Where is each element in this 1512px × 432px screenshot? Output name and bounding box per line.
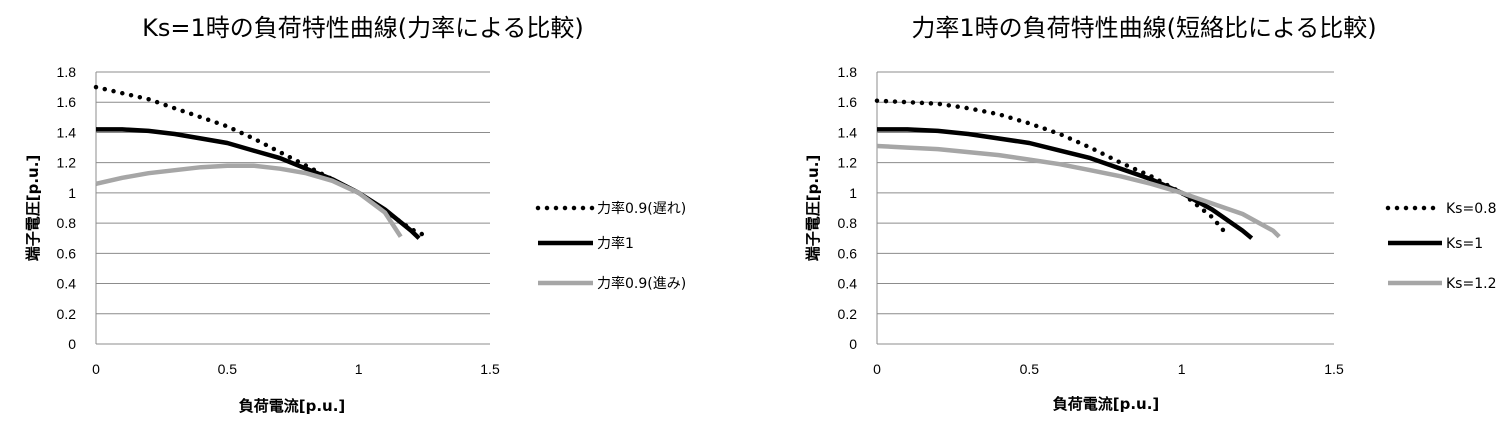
x-tick-label: 0.5 — [1020, 361, 1040, 377]
chart-short-circuit-ratio-comparison: 力率1時の負荷特性曲線(短絡比による比較) 負荷電流[p.u.] 端子電圧[p.… — [756, 0, 1512, 432]
series-line-3 — [876, 143, 1281, 239]
y-axis-label: 端子電圧[p.u.] — [24, 155, 42, 262]
x-tick-label: 0.5 — [218, 361, 238, 377]
y-tick-label: 1.6 — [838, 94, 858, 110]
series-line-3 — [95, 163, 403, 238]
y-axis-label: 端子電圧[p.u.] — [804, 155, 822, 262]
chart-power-factor-comparison: Ks=1時の負荷特性曲線(力率による比較) 負荷電流[p.u.] 端子電圧[p.… — [24, 14, 686, 415]
x-axis-label: 負荷電流[p.u.] — [239, 397, 346, 415]
y-tick-label: 1.6 — [57, 94, 77, 110]
x-tick-label: 0 — [873, 361, 881, 377]
chart-svg-left: Ks=1時の負荷特性曲線(力率による比較) 負荷電流[p.u.] 端子電圧[p.… — [24, 14, 686, 415]
y-tick-label: 1.8 — [838, 64, 858, 80]
y-tick-label: 1.8 — [57, 64, 77, 80]
y-tick-label: 0.4 — [838, 276, 858, 292]
x-tick-label: 1 — [355, 361, 363, 377]
y-tick-label: 1.4 — [838, 124, 858, 140]
series-line-1 — [93, 84, 427, 238]
series-line-1 — [874, 98, 1230, 238]
y-tick-label: 0.4 — [57, 276, 77, 292]
legend-label-3: Ks=1.2 — [1446, 276, 1496, 292]
x-tick-label: 1.5 — [480, 361, 500, 377]
y-tick-label: 0.2 — [838, 306, 858, 322]
y-tick-label: 1 — [68, 185, 76, 201]
y-tick-label: 0.8 — [838, 215, 858, 231]
legend-label-1: Ks=0.8 — [1446, 201, 1496, 217]
chart-title: Ks=1時の負荷特性曲線(力率による比較) — [142, 14, 584, 42]
y-tick-label: 1.2 — [57, 155, 77, 171]
x-axis-label: 負荷電流[p.u.] — [1053, 395, 1160, 413]
y-tick-label: 0.2 — [57, 306, 77, 322]
chart-title: 力率1時の負荷特性曲線(短絡比による比較) — [911, 14, 1376, 42]
chart-svg-right: 力率1時の負荷特性曲線(短絡比による比較) 負荷電流[p.u.] 端子電圧[p.… — [804, 14, 1496, 413]
y-tick-label: 0.8 — [57, 215, 77, 231]
y-tick-label: 1.2 — [838, 155, 858, 171]
legend-label-1: 力率0.9(遅れ) — [597, 200, 686, 217]
y-tick-label: 0 — [68, 336, 76, 352]
x-tick-label: 1.5 — [1324, 361, 1344, 377]
y-tick-label: 1 — [849, 185, 857, 201]
y-tick-label: 1.4 — [57, 124, 77, 140]
y-tick-label: 0.6 — [57, 245, 77, 261]
x-tick-label: 0 — [92, 361, 100, 377]
y-tick-label: 0.6 — [838, 245, 858, 261]
legend-label-2: 力率1 — [597, 235, 634, 252]
legend-label-3: 力率0.9(進み) — [597, 275, 686, 292]
series-line-2 — [96, 127, 421, 240]
series-line-2 — [877, 127, 1254, 240]
x-tick-label: 1 — [1178, 361, 1186, 377]
y-tick-label: 0 — [849, 336, 857, 352]
legend-label-2: Ks=1 — [1446, 236, 1483, 252]
